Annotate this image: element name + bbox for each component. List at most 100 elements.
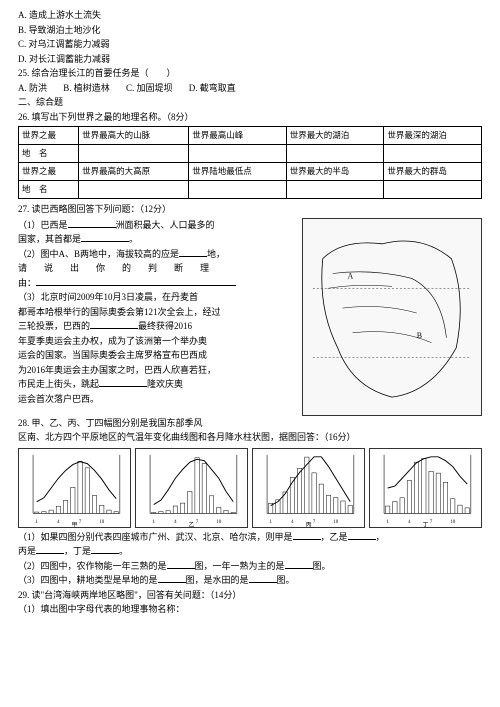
text: 洲面积最大、人口最多的 bbox=[116, 220, 215, 230]
svg-text:4: 4 bbox=[291, 520, 294, 525]
climate-chart-jia: 1 4 7 10 甲 bbox=[18, 448, 131, 528]
cell: 世界最高的大高原 bbox=[79, 163, 189, 181]
q24-opt-b: B. 导致湖泊土地沙化 bbox=[18, 24, 482, 38]
text: （3）四图中，耕地类型是旱地的是 bbox=[18, 575, 158, 585]
svg-text:7: 7 bbox=[430, 520, 433, 525]
text: 。 bbox=[129, 234, 138, 244]
text: 国家，其首都是 bbox=[18, 234, 81, 244]
cell: 世界最大的半岛 bbox=[286, 163, 384, 181]
climate-chart-ding: 1 4 7 10 丁 bbox=[369, 448, 482, 528]
svg-text:甲: 甲 bbox=[72, 521, 78, 526]
blank[interactable] bbox=[348, 531, 376, 540]
cell: 世界最高山峰 bbox=[189, 127, 287, 145]
cell: 世界之最 bbox=[19, 127, 79, 145]
text: （1）巴西是 bbox=[18, 220, 68, 230]
blank[interactable] bbox=[99, 378, 147, 387]
q25-opt-c: C. 加固堤坝 bbox=[126, 82, 173, 96]
svg-text:乙: 乙 bbox=[189, 521, 195, 526]
text: 地， bbox=[207, 249, 225, 259]
table-row: 地 名 bbox=[19, 145, 482, 163]
svg-text:1: 1 bbox=[269, 520, 272, 525]
q27-text-column: （1）巴西是 洲面积最大、人口最多的 国家，其首都是 。 （2）图中A、B两地中，海… bbox=[18, 218, 296, 416]
q29-l1: （1）填出图中字母代表的地理事物名称： bbox=[18, 603, 482, 617]
table-row: 世界之最 世界最高大的山脉 世界最高山峰 世界最大的湖泊 世界最深的湖泊 bbox=[19, 127, 482, 145]
cell: 地 名 bbox=[19, 181, 79, 199]
text: 三轮投票，巴西的 bbox=[18, 321, 90, 331]
cell: 世界最深的湖泊 bbox=[384, 127, 482, 145]
text: 运会首次落户巴西。 bbox=[18, 393, 296, 407]
svg-text:10: 10 bbox=[333, 520, 338, 525]
text: 丙是 bbox=[18, 546, 36, 556]
cell: 世界最高大的山脉 bbox=[79, 127, 189, 145]
blank[interactable] bbox=[293, 531, 321, 540]
cell: 地 名 bbox=[19, 145, 79, 163]
text: 图，是水田的是 bbox=[186, 575, 249, 585]
climate-chart-bing: 1 4 7 10 丙 bbox=[252, 448, 365, 528]
q28-stem: 28. 甲、乙、丙、丁四幅图分别是我国东部季风 bbox=[18, 418, 203, 428]
text: （2）图中A、B两地中，海拔较高的应是 bbox=[18, 249, 179, 259]
svg-text:1: 1 bbox=[386, 520, 389, 525]
text: 年夏季奥运会主办权，成为了该洲第一个举办奥 bbox=[18, 335, 296, 349]
svg-text:7: 7 bbox=[196, 520, 199, 525]
q26-table: 世界之最 世界最高大的山脉 世界最高山峰 世界最大的湖泊 世界最深的湖泊 地 名… bbox=[18, 126, 482, 199]
svg-text:1: 1 bbox=[35, 520, 38, 525]
text: 为2016年奥运会主办国家之时，巴西人欣喜若狂， bbox=[18, 364, 296, 378]
q27-stem: 27. 读巴西略图回答下列问题：（12分） bbox=[18, 203, 482, 217]
text: 图。 bbox=[277, 575, 295, 585]
text: 最终获得2016 bbox=[138, 321, 192, 331]
svg-text:10: 10 bbox=[450, 520, 455, 525]
svg-text:4: 4 bbox=[408, 520, 411, 525]
text: （3）北京时间2009年10月3日凌晨，在丹麦首 bbox=[18, 291, 296, 305]
svg-text:4: 4 bbox=[57, 520, 60, 525]
blank[interactable] bbox=[90, 320, 138, 329]
q29-stem: 29. 读"台湾海峡两岸地区略图"，回答有关问题：（14分） bbox=[18, 589, 482, 603]
q25-opt-a: A. 防洪 bbox=[18, 82, 47, 96]
climate-chart-yi: 14710 乙 bbox=[135, 448, 248, 528]
svg-text:丙: 丙 bbox=[306, 521, 312, 526]
brazil-map-image: A B bbox=[302, 218, 482, 416]
blank[interactable] bbox=[249, 574, 277, 583]
text: ，乙是 bbox=[321, 532, 348, 542]
blank[interactable] bbox=[158, 574, 186, 583]
svg-text:A: A bbox=[348, 271, 354, 280]
blank[interactable] bbox=[91, 545, 119, 554]
text: 市民走上街头，跳起 bbox=[18, 379, 99, 389]
cell: 世界最大的湖泊 bbox=[286, 127, 384, 145]
blank[interactable] bbox=[68, 219, 116, 228]
q24-opt-d: D. 对长江调蓄能力减弱 bbox=[18, 53, 482, 67]
svg-text:10: 10 bbox=[99, 520, 104, 525]
blank[interactable] bbox=[81, 233, 129, 242]
blank[interactable] bbox=[36, 545, 64, 554]
text: 由： bbox=[18, 278, 36, 288]
text: ，丁是 bbox=[64, 546, 91, 556]
text: （2）四图中，农作物能一年三熟的是 bbox=[18, 561, 167, 571]
cell: 世界陆地最低点 bbox=[189, 163, 287, 181]
svg-text:4: 4 bbox=[174, 520, 177, 525]
q26-stem: 26. 填写出下列世界之最的地理名称。（8分） bbox=[18, 111, 482, 125]
q25-opt-d: D. 截弯取直 bbox=[189, 82, 236, 96]
climate-charts-row: 1 4 7 10 甲 1 4 7 10 乙 1 4 7 10 丙 1 4 7 10 丁 bbox=[18, 448, 482, 528]
svg-text:B: B bbox=[417, 330, 422, 339]
blank[interactable] bbox=[285, 560, 313, 569]
svg-text:7: 7 bbox=[79, 520, 82, 525]
q28-stem2: 区南、北方四个平原地区的气温年变化曲线图和各月降水柱状图，据图回答：（16分） bbox=[18, 431, 482, 445]
q25-opt-b: B. 植树造林 bbox=[63, 82, 110, 96]
table-row: 地 名 bbox=[19, 181, 482, 199]
q25-stem: 25. 综合治理长江的首要任务是（ ） bbox=[18, 67, 482, 81]
blank[interactable] bbox=[36, 277, 236, 286]
text: 都哥本哈根举行的国际奥委会第121次全会上，经过 bbox=[18, 306, 296, 320]
text: 图，一年一熟为主的是 bbox=[195, 561, 285, 571]
text: （1）如果四图分别代表四座城市广州、武汉、北京、哈尔滨，则甲是 bbox=[18, 532, 293, 542]
svg-text:丁: 丁 bbox=[423, 521, 429, 526]
blank[interactable] bbox=[167, 560, 195, 569]
q24-opt-a: A. 造成上游水土流失 bbox=[18, 9, 482, 23]
cell: 世界最大的群岛 bbox=[384, 163, 482, 181]
text: ， bbox=[376, 532, 385, 542]
svg-text:10: 10 bbox=[216, 520, 221, 525]
text: 。 bbox=[119, 546, 128, 556]
q25-options: A. 防洪 B. 植树造林 C. 加固堤坝 D. 截弯取直 bbox=[18, 82, 482, 96]
text: 图。 bbox=[313, 561, 331, 571]
section-2-header: 二、综合题 bbox=[18, 96, 482, 110]
blank[interactable] bbox=[179, 248, 207, 257]
svg-text:7: 7 bbox=[313, 520, 316, 525]
